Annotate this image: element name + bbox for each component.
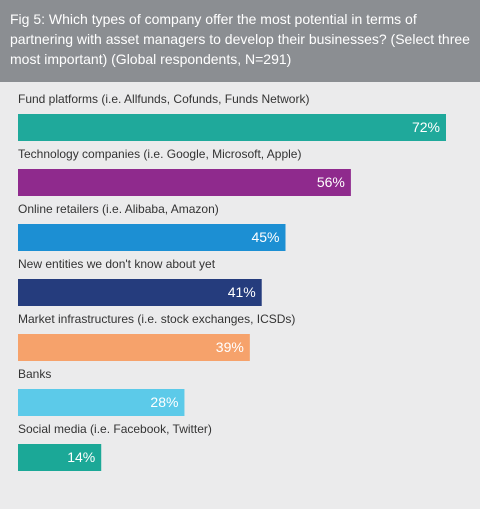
value-label: 56%: [317, 174, 345, 190]
bar: [18, 279, 262, 306]
bar: [18, 389, 185, 416]
category-label: Social media (i.e. Facebook, Twitter): [18, 422, 212, 436]
bar: [18, 169, 351, 196]
bar: [18, 444, 102, 471]
chart-title: Fig 5: Which types of company offer the …: [0, 0, 480, 82]
bar: [18, 114, 446, 141]
value-label: 45%: [251, 229, 279, 245]
bar: [18, 224, 286, 251]
value-label: 39%: [216, 339, 244, 355]
value-label: 41%: [228, 284, 256, 300]
category-label: Market infrastructures (i.e. stock excha…: [18, 312, 295, 326]
value-label: 28%: [150, 394, 178, 410]
category-label: Online retailers (i.e. Alibaba, Amazon): [18, 202, 219, 216]
category-label: New entities we don't know about yet: [18, 257, 216, 271]
category-label: Fund platforms (i.e. Allfunds, Cofunds, …: [18, 92, 309, 106]
category-label: Banks: [18, 367, 51, 381]
plot: Fund platforms (i.e. Allfunds, Cofunds, …: [18, 92, 446, 471]
bar: [18, 334, 250, 361]
value-label: 14%: [67, 449, 95, 465]
value-label: 72%: [412, 119, 440, 135]
category-label: Technology companies (i.e. Google, Micro…: [18, 147, 301, 161]
